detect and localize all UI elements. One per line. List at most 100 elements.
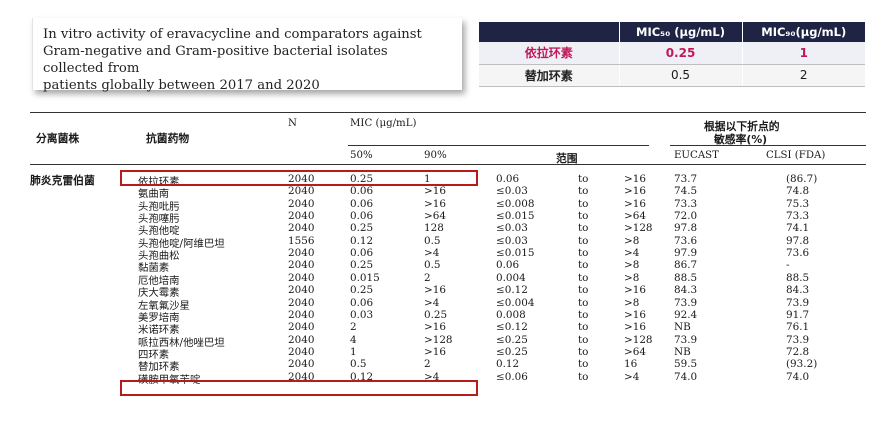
header-agent: 抗菌药物	[146, 132, 190, 145]
agent-name: 头孢噻肟	[138, 213, 180, 226]
agent-name: 厄他培南	[138, 274, 180, 287]
clsi-value: (86.7)	[786, 173, 818, 185]
range-to: to	[578, 308, 589, 321]
mic90-value: >64	[424, 210, 446, 223]
range-max: >4	[624, 370, 640, 383]
summary-mic90-value: 2	[742, 64, 865, 87]
range-to: to	[578, 222, 589, 235]
mic90-value: 2	[424, 358, 431, 371]
agent-name: 庆大霉素	[138, 287, 180, 300]
header-eucast: EUCAST	[674, 150, 719, 161]
n-value: 2040	[288, 210, 315, 223]
header-range: 范围	[556, 152, 578, 165]
range-max: >16	[624, 185, 646, 198]
agent-name: 头孢他啶/阿维巴坦	[138, 237, 225, 250]
n-value: 2040	[288, 321, 315, 334]
eucast-value: 73.9	[674, 333, 698, 346]
clsi-value: 72.8	[786, 345, 810, 358]
clsi-value: 75.3	[786, 197, 810, 210]
agent-name: 磺胺甲氧苄啶	[138, 373, 201, 386]
mic50-value: 0.03	[350, 308, 374, 321]
mic90-value: >16	[424, 284, 446, 297]
mic50-value: 0.5	[350, 358, 367, 371]
n-value: 2040	[288, 185, 315, 198]
agent-name: 黏菌素	[138, 262, 170, 275]
range-to: to	[578, 173, 589, 185]
mic90-value: >4	[424, 370, 440, 383]
clsi-value: 88.5	[786, 271, 810, 284]
range-min: 0.06	[496, 173, 520, 185]
caption-line-1: In vitro activity of eravacycline and co…	[43, 27, 422, 42]
eucast-value: 73.9	[674, 296, 698, 309]
breakpoint-group-rule	[670, 145, 866, 146]
range-to: to	[578, 345, 589, 358]
range-max: >16	[624, 173, 646, 185]
mic50-value: 0.25	[350, 284, 374, 297]
range-min: 0.008	[496, 308, 526, 321]
range-to: to	[578, 234, 589, 247]
range-min: 0.12	[496, 358, 520, 371]
n-value: 2040	[288, 333, 315, 346]
n-value: 2040	[288, 259, 315, 272]
range-max: >16	[624, 321, 646, 334]
caption-line-3: patients globally between 2017 and 2020	[43, 78, 320, 93]
clsi-value: 97.8	[786, 234, 810, 247]
mic50-value: 0.12	[350, 370, 374, 383]
range-max: >64	[624, 210, 646, 223]
header-species: 分离菌株	[36, 132, 80, 145]
table-top-rule	[30, 112, 866, 113]
range-max: >16	[624, 308, 646, 321]
range-min: ≤0.015	[496, 247, 535, 260]
agent-name: 氨曲南	[138, 188, 170, 201]
mic90-value: >4	[424, 247, 440, 260]
clsi-value: 91.7	[786, 308, 810, 321]
range-max: >4	[624, 247, 640, 260]
clsi-value: -	[786, 259, 790, 272]
eucast-value: 73.3	[674, 197, 698, 210]
range-min: ≤0.03	[496, 234, 528, 247]
n-value: 2040	[288, 284, 315, 297]
summary-drug-name: 依拉环素	[479, 42, 620, 65]
range-min: 0.06	[496, 259, 520, 272]
eucast-value: 74.0	[674, 370, 698, 383]
range-min: ≤0.015	[496, 210, 535, 223]
n-value: 2040	[288, 247, 315, 260]
mic90-value: 0.25	[424, 308, 448, 321]
mic-summary-table: MIC₅₀ (μg/mL) MIC₉₀(μg/mL) 依拉环素 0.25 1 替…	[479, 22, 865, 87]
mic50-value: 0.06	[350, 247, 374, 260]
range-min: ≤0.008	[496, 197, 535, 210]
range-min: ≤0.03	[496, 185, 528, 198]
eucast-value: 74.5	[674, 185, 698, 198]
range-to: to	[578, 259, 589, 272]
n-value: 2040	[288, 197, 315, 210]
range-max: >8	[624, 259, 640, 272]
range-max: >16	[624, 284, 646, 297]
header-breakpoint-line2: 敏感率(%)	[714, 133, 768, 146]
mic50-value: 0.015	[350, 271, 380, 284]
range-to: to	[578, 284, 589, 297]
summary-row-tigecycline: 替加环素 0.5 2	[479, 64, 865, 87]
eucast-value: NB	[674, 345, 691, 358]
mic50-value: 0.25	[350, 173, 374, 185]
agent-name: 头孢曲松	[138, 250, 180, 263]
range-to: to	[578, 370, 589, 383]
n-value: 2040	[288, 296, 315, 309]
n-value: 2040	[288, 222, 315, 235]
clsi-value: 74.1	[786, 222, 810, 235]
mic90-value: >16	[424, 185, 446, 198]
eucast-value: 88.5	[674, 271, 698, 284]
agent-name: 四环素	[138, 348, 170, 361]
clsi-value: 73.9	[786, 296, 810, 309]
clsi-value: 84.3	[786, 284, 810, 297]
eucast-value: 73.7	[674, 173, 698, 185]
range-to: to	[578, 247, 589, 260]
range-min: ≤0.06	[496, 370, 528, 383]
summary-mic50-value: 0.25	[619, 42, 743, 65]
agent-name: 头孢吡肟	[138, 200, 180, 213]
clsi-value: 74.0	[786, 370, 810, 383]
eucast-value: 92.4	[674, 308, 698, 321]
agent-name: 哌拉西林/他唑巴坦	[138, 336, 225, 349]
summary-drug-name: 替加环素	[479, 64, 620, 87]
range-min: ≤0.25	[496, 333, 528, 346]
summary-header-blank	[479, 22, 620, 42]
